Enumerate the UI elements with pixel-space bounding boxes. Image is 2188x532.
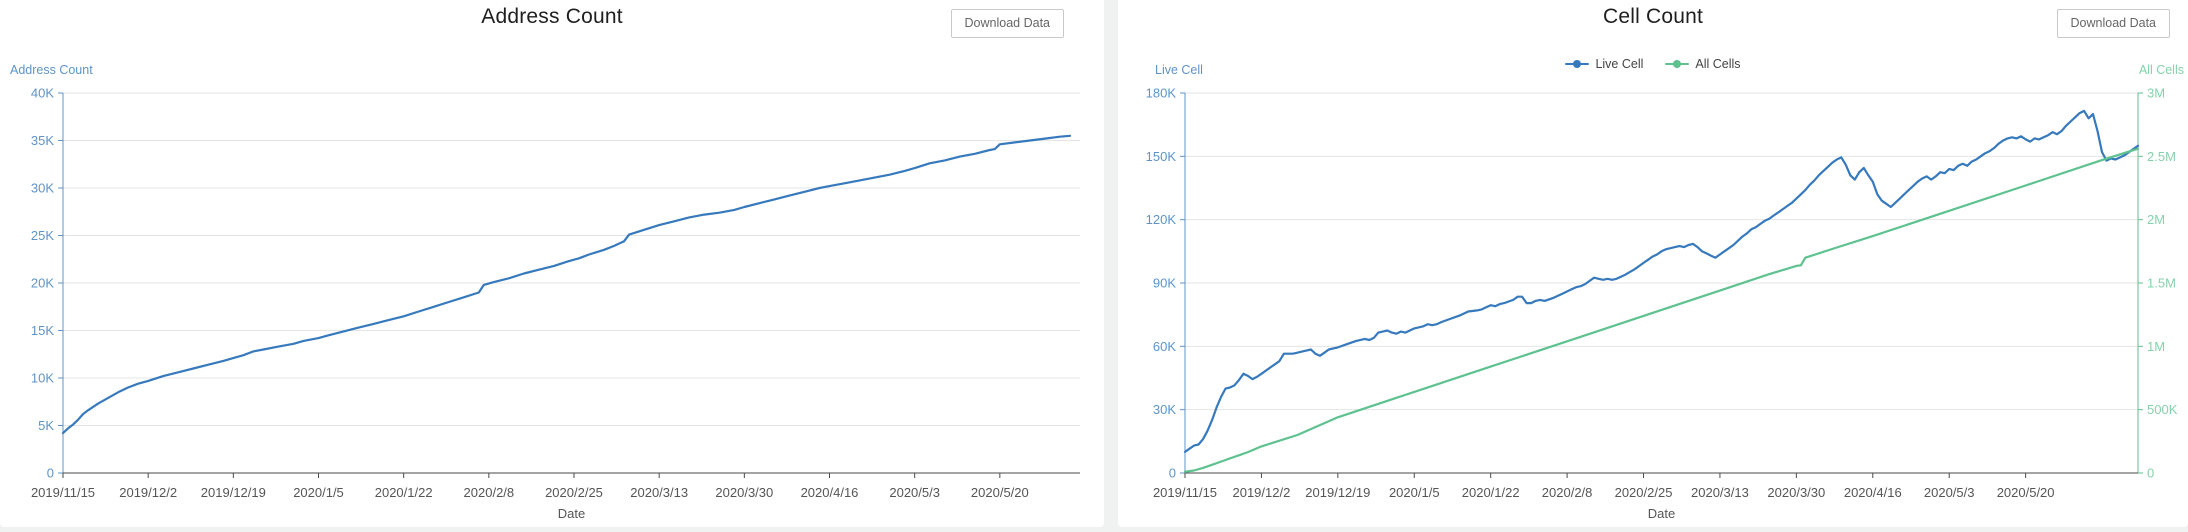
x-axis-tick-label: 2020/2/8	[1542, 485, 1593, 500]
x-axis-tick-label: 2019/12/19	[201, 485, 266, 500]
y-axis-tick-label: 180K	[1146, 86, 1177, 101]
legend-item-live-cell[interactable]: Live Cell	[1565, 57, 1643, 71]
x-axis-tick-label: 2019/12/2	[119, 485, 177, 500]
y-axis-tick-label: 15K	[31, 323, 54, 338]
y-axis-tick-label: 500K	[2147, 402, 2178, 417]
x-axis-name: Date	[557, 506, 586, 521]
x-axis-tick-label: 2020/5/20	[971, 485, 1029, 500]
y-axis-tick-label: 25K	[31, 228, 54, 243]
x-axis-tick-label: 2020/5/20	[1997, 485, 2055, 500]
y-axis-tick-label: 90K	[1153, 276, 1176, 291]
x-axis-tick-label: 2020/3/30	[1767, 485, 1825, 500]
x-axis-tick-label: 2020/1/22	[375, 485, 433, 500]
x-axis-tick-label: 2020/1/5	[1389, 485, 1440, 500]
y-axis-name: Address Count	[10, 63, 93, 77]
right-y-axis-name: All Cells	[2138, 63, 2184, 77]
y-axis-tick-label: 2.5M	[2147, 149, 2176, 164]
y-axis-tick-label: 30K	[31, 181, 54, 196]
x-axis-tick-label: 2020/5/3	[889, 485, 940, 500]
x-axis-tick-label: 2020/4/16	[801, 485, 859, 500]
y-axis-tick-label: 3M	[2147, 86, 2165, 101]
x-axis-tick-label: 2019/11/15	[31, 485, 95, 500]
address-count-chart-canvas[interactable]: 0 5K 10K 15K 20K 25K 30K 35K 40K 2019/11/15 2019/1…	[0, 0, 1104, 527]
y-axis-tick-label: 40K	[31, 86, 54, 101]
address-count-chart-card: Address Count Download Data Address Coun…	[0, 0, 1104, 527]
y-axis-tick-label: 0	[47, 466, 54, 481]
y-axis-tick-label: 10K	[31, 371, 54, 386]
y-axis-tick-label: 0	[2147, 466, 2154, 481]
download-data-button[interactable]: Download Data	[950, 9, 1064, 38]
y-axis-tick-label: 1.5M	[2147, 276, 2176, 291]
x-axis-tick-label: 2020/2/8	[464, 485, 515, 500]
x-axis-tick-label: 2020/3/13	[1691, 485, 1749, 500]
x-axis-tick-label: 2020/4/16	[1844, 485, 1902, 500]
y-axis-tick-label: 5K	[38, 418, 54, 433]
chart-title: Address Count	[481, 5, 623, 28]
cell-count-chart-canvas[interactable]: 0 30K 60K 90K 120K 150K 180K 0 500K 1M 1.5M 2M 2.5M 3…	[1118, 0, 2188, 527]
left-y-axis-name: Live Cell	[1155, 63, 1203, 77]
y-axis-tick-label: 20K	[31, 276, 54, 291]
address-count-line	[61, 134, 1072, 435]
x-axis-tick-label: 2020/1/5	[293, 485, 344, 500]
x-axis-tick-label: 2020/2/25	[1615, 485, 1673, 500]
y-axis-tick-label: 1M	[2147, 339, 2165, 354]
y-axis-tick-label: 120K	[1146, 212, 1177, 227]
y-axis-tick-label: 150K	[1146, 149, 1177, 164]
x-axis-tick-label: 2020/3/30	[715, 485, 773, 500]
legend-item-all-cells[interactable]: All Cells	[1665, 57, 1741, 71]
y-axis-tick-label: 60K	[1153, 339, 1176, 354]
live-cell-legend-marker-icon	[1565, 60, 1590, 68]
y-axis-tick-label: 2M	[2147, 212, 2165, 227]
live-cell-line	[1183, 109, 2140, 453]
x-axis-tick-label: 2019/12/2	[1232, 485, 1290, 500]
y-axis-tick-label: 35K	[31, 133, 54, 148]
x-axis-tick-label: 2020/2/25	[545, 485, 603, 500]
download-data-button[interactable]: Download Data	[2056, 9, 2170, 38]
y-axis-tick-label: 30K	[1153, 402, 1176, 417]
legend-label: All Cells	[1695, 57, 1741, 71]
x-axis-tick-label: 2020/5/3	[1924, 485, 1975, 500]
legend: Live Cell All Cells	[1118, 55, 2188, 73]
legend-label: Live Cell	[1595, 57, 1644, 71]
x-axis-name: Date	[1647, 506, 1676, 521]
x-axis-tick-label: 2020/3/13	[630, 485, 688, 500]
y-axis-tick-label: 0	[1169, 466, 1176, 481]
all-cells-line	[1183, 147, 2140, 473]
chart-title: Cell Count	[1602, 5, 1704, 28]
x-axis-tick-label: 2019/12/19	[1305, 485, 1370, 500]
cell-count-chart-card: Cell Count Download Data Live Cell All C…	[1118, 0, 2188, 527]
all-cells-legend-marker-icon	[1665, 60, 1690, 68]
x-axis-tick-label: 2019/11/15	[1153, 485, 1217, 500]
x-axis-tick-label: 2020/1/22	[1462, 485, 1520, 500]
